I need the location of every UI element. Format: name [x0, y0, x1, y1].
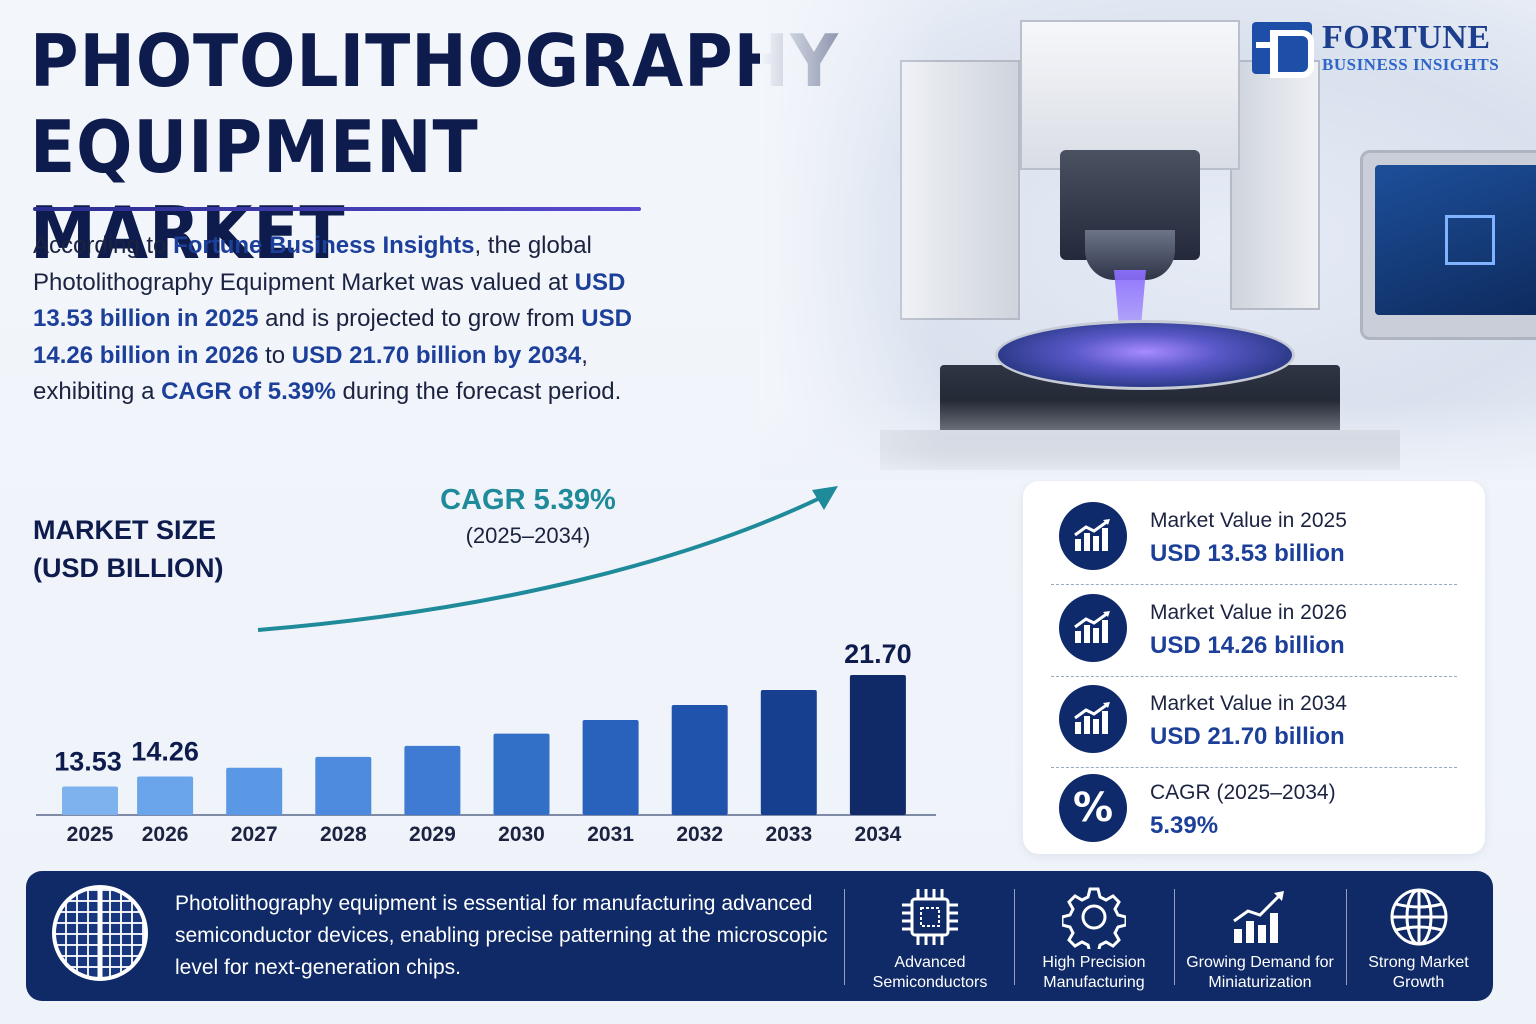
logo-subtitle: BUSINESS INSIGHTS	[1322, 55, 1500, 74]
stat-label: CAGR (2025–2034)	[1150, 781, 1336, 804]
machine-right-panel	[1230, 60, 1320, 310]
feature-label: Strong Market Growth	[1368, 954, 1469, 991]
stat-value: USD 21.70 billion	[1150, 723, 1345, 750]
stat-cagr: % CAGR (2025–2034) 5.39%	[1023, 763, 1485, 853]
logo-name: FORTUNE	[1322, 19, 1491, 56]
silicon-wafer	[995, 320, 1295, 390]
machine-top-housing	[1020, 20, 1240, 170]
intro-value-2034: USD 21.70 billion by 2034	[291, 341, 582, 369]
control-monitor	[1360, 150, 1536, 340]
chart-title-line-2: (USD BILLION)	[33, 553, 224, 583]
chart-title: MARKET SIZE (USD BILLION)	[33, 511, 223, 587]
cagr-annotation: CAGR 5.39%	[440, 484, 616, 516]
feature-high-precision-manufacturing: High Precision Manufacturing	[1014, 871, 1174, 1001]
x-tick-label: 2028	[320, 823, 367, 846]
page-title: PHOTOLITHOGRAPHY EQUIPMENT MARKET	[30, 18, 839, 276]
stat-label: Market Value in 2034	[1150, 692, 1347, 715]
divider	[1014, 889, 1015, 985]
logo-mark-icon	[1252, 22, 1314, 78]
market-size-bar-chart: 2025 13.53 2026 14.26 2027 2028 2029 2030 2031 20…	[36, 486, 936, 846]
stat-value: USD 14.26 billion	[1150, 632, 1345, 659]
x-tick-label: 2030	[498, 823, 545, 846]
bar-2025	[62, 786, 118, 815]
feature-growing-demand-miniaturization: Growing Demand for Miniaturization	[1174, 871, 1346, 1001]
key-stats-card: Market Value in 2025 USD 13.53 billion M…	[1023, 481, 1485, 854]
bar-2031	[582, 720, 639, 815]
bar-2027	[226, 767, 283, 815]
data-label-2026: 14.26	[131, 736, 199, 766]
x-tick-label: 2025	[67, 823, 114, 846]
feature-label: Advanced Semiconductors	[872, 954, 988, 991]
divider	[1346, 889, 1347, 985]
divider	[1174, 889, 1175, 985]
stat-market-value-2034: Market Value in 2034 USD 21.70 billion	[1023, 674, 1485, 768]
intro-text: to	[258, 341, 292, 369]
growth-chart-icon	[1059, 594, 1127, 662]
hero-image-photolithography-machine	[760, 0, 1536, 480]
intro-value-2026: USD 14.26 billion in 2026	[33, 305, 632, 369]
divider	[1051, 676, 1457, 677]
feature-label: Growing Demand for Miniaturization	[1186, 954, 1334, 991]
percent-icon: %	[1059, 774, 1127, 842]
x-tick-label: 2033	[765, 823, 812, 846]
cagr-trend-arrow	[257, 496, 821, 632]
chip-icon	[902, 889, 958, 945]
bar-2026	[137, 776, 194, 815]
intro-text: and is projected to grow from	[258, 305, 582, 333]
arrow-head	[812, 486, 838, 510]
divider	[844, 889, 845, 985]
title-line-2: EQUIPMENT MARKET	[30, 105, 479, 275]
growth-chart-icon	[1059, 685, 1127, 753]
stat-market-value-2025: Market Value in 2025 USD 13.53 billion	[1023, 491, 1485, 585]
intro-cagr: CAGR of 5.39%	[161, 378, 336, 406]
chart-title-line-1: MARKET SIZE	[33, 515, 217, 545]
intro-text: during the forecast period.	[335, 378, 622, 406]
fortune-business-insights-logo: FORTUNE BUSINESS INSIGHTS	[1252, 19, 1522, 78]
divider	[1051, 767, 1457, 768]
title-line-1: PHOTOLITHOGRAPHY	[30, 19, 839, 103]
x-tick-label: 2032	[676, 823, 723, 846]
intro-paragraph: According to Fortune Business Insights, …	[33, 228, 653, 411]
stat-label: Market Value in 2025	[1150, 509, 1347, 532]
cagr-period: (2025–2034)	[465, 523, 591, 548]
feature-strong-market-growth: Strong Market Growth	[1346, 871, 1491, 1001]
bar-growth-icon	[1233, 891, 1284, 943]
monitor-screen	[1375, 165, 1536, 315]
stat-label: Market Value in 2026	[1150, 601, 1347, 624]
stat-market-value-2026: Market Value in 2026 USD 14.26 billion	[1023, 583, 1485, 677]
bar-2032	[671, 705, 728, 815]
divider	[1051, 584, 1457, 585]
intro-text: , the global Photolithography Equipment …	[33, 232, 592, 296]
stat-value: USD 13.53 billion	[1150, 540, 1345, 567]
bar-2028	[315, 756, 372, 815]
bar-2030	[493, 733, 550, 815]
x-tick-label: 2026	[142, 823, 189, 846]
feature-advanced-semiconductors: Advanced Semiconductors	[846, 871, 1014, 1001]
chip-diagram-icon	[1445, 215, 1495, 265]
bar-2034	[849, 675, 906, 815]
title-underline	[33, 207, 641, 211]
globe-icon	[1390, 888, 1447, 946]
intro-source: Fortune Business Insights	[173, 232, 475, 259]
banner-description: Photolithography equipment is essential …	[175, 892, 828, 979]
intro-text: According to	[33, 232, 174, 259]
gear-icon	[1062, 887, 1126, 949]
x-tick-label: 2029	[409, 823, 456, 846]
data-label-2025: 13.53	[54, 746, 122, 776]
feature-label: High Precision Manufacturing	[1042, 954, 1146, 991]
summary-banner: Photolithography equipment is essential …	[26, 871, 1493, 1001]
x-tick-label: 2034	[855, 823, 902, 846]
wafer-grid-icon	[52, 885, 148, 981]
intro-value-2025: USD 13.53 billion in 2025	[33, 268, 626, 333]
bar-2033	[760, 690, 817, 815]
data-label-2034: 21.70	[844, 639, 912, 669]
x-tick-label: 2031	[587, 823, 634, 846]
bar-2029	[404, 745, 461, 815]
growth-chart-icon	[1059, 502, 1127, 570]
intro-text: , exhibiting a	[33, 341, 588, 406]
x-tick-label: 2027	[231, 823, 278, 846]
stat-value: 5.39%	[1150, 812, 1219, 839]
